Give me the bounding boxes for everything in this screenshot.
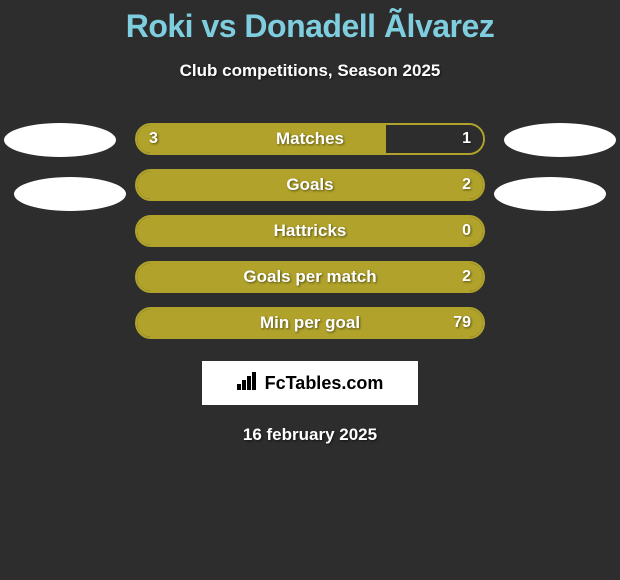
bar-track xyxy=(135,123,485,155)
avatar-right-1 xyxy=(504,123,616,157)
stat-row: Matches31 xyxy=(135,123,485,155)
subtitle: Club competitions, Season 2025 xyxy=(0,61,620,81)
bar-chart-icon xyxy=(237,372,259,395)
bar-fill-left xyxy=(137,217,483,245)
bar-track xyxy=(135,215,485,247)
avatar-right-2 xyxy=(494,177,606,211)
bar-track xyxy=(135,261,485,293)
bar-fill-left xyxy=(137,125,386,153)
value-right: 2 xyxy=(462,261,471,293)
value-right: 2 xyxy=(462,169,471,201)
bar-fill-left xyxy=(137,309,483,337)
value-left: 3 xyxy=(149,123,158,155)
avatar-left-2 xyxy=(14,177,126,211)
bar-fill-left xyxy=(137,171,483,199)
value-right: 0 xyxy=(462,215,471,247)
stat-row: Goals2 xyxy=(135,169,485,201)
value-right: 79 xyxy=(453,307,471,339)
bar-track xyxy=(135,307,485,339)
bar-fill-left xyxy=(137,263,483,291)
bar-track xyxy=(135,169,485,201)
logo-fctables: FcTables.com xyxy=(202,361,418,405)
logo-text: FcTables.com xyxy=(265,373,384,394)
stat-row: Goals per match2 xyxy=(135,261,485,293)
avatar-left-1 xyxy=(4,123,116,157)
value-right: 1 xyxy=(462,123,471,155)
stat-row: Hattricks0 xyxy=(135,215,485,247)
page-title: Roki vs Donadell Ãlvarez xyxy=(0,0,620,45)
stat-row: Min per goal79 xyxy=(135,307,485,339)
date-line: 16 february 2025 xyxy=(0,425,620,445)
comparison-chart: Matches31Goals2Hattricks0Goals per match… xyxy=(0,123,620,339)
